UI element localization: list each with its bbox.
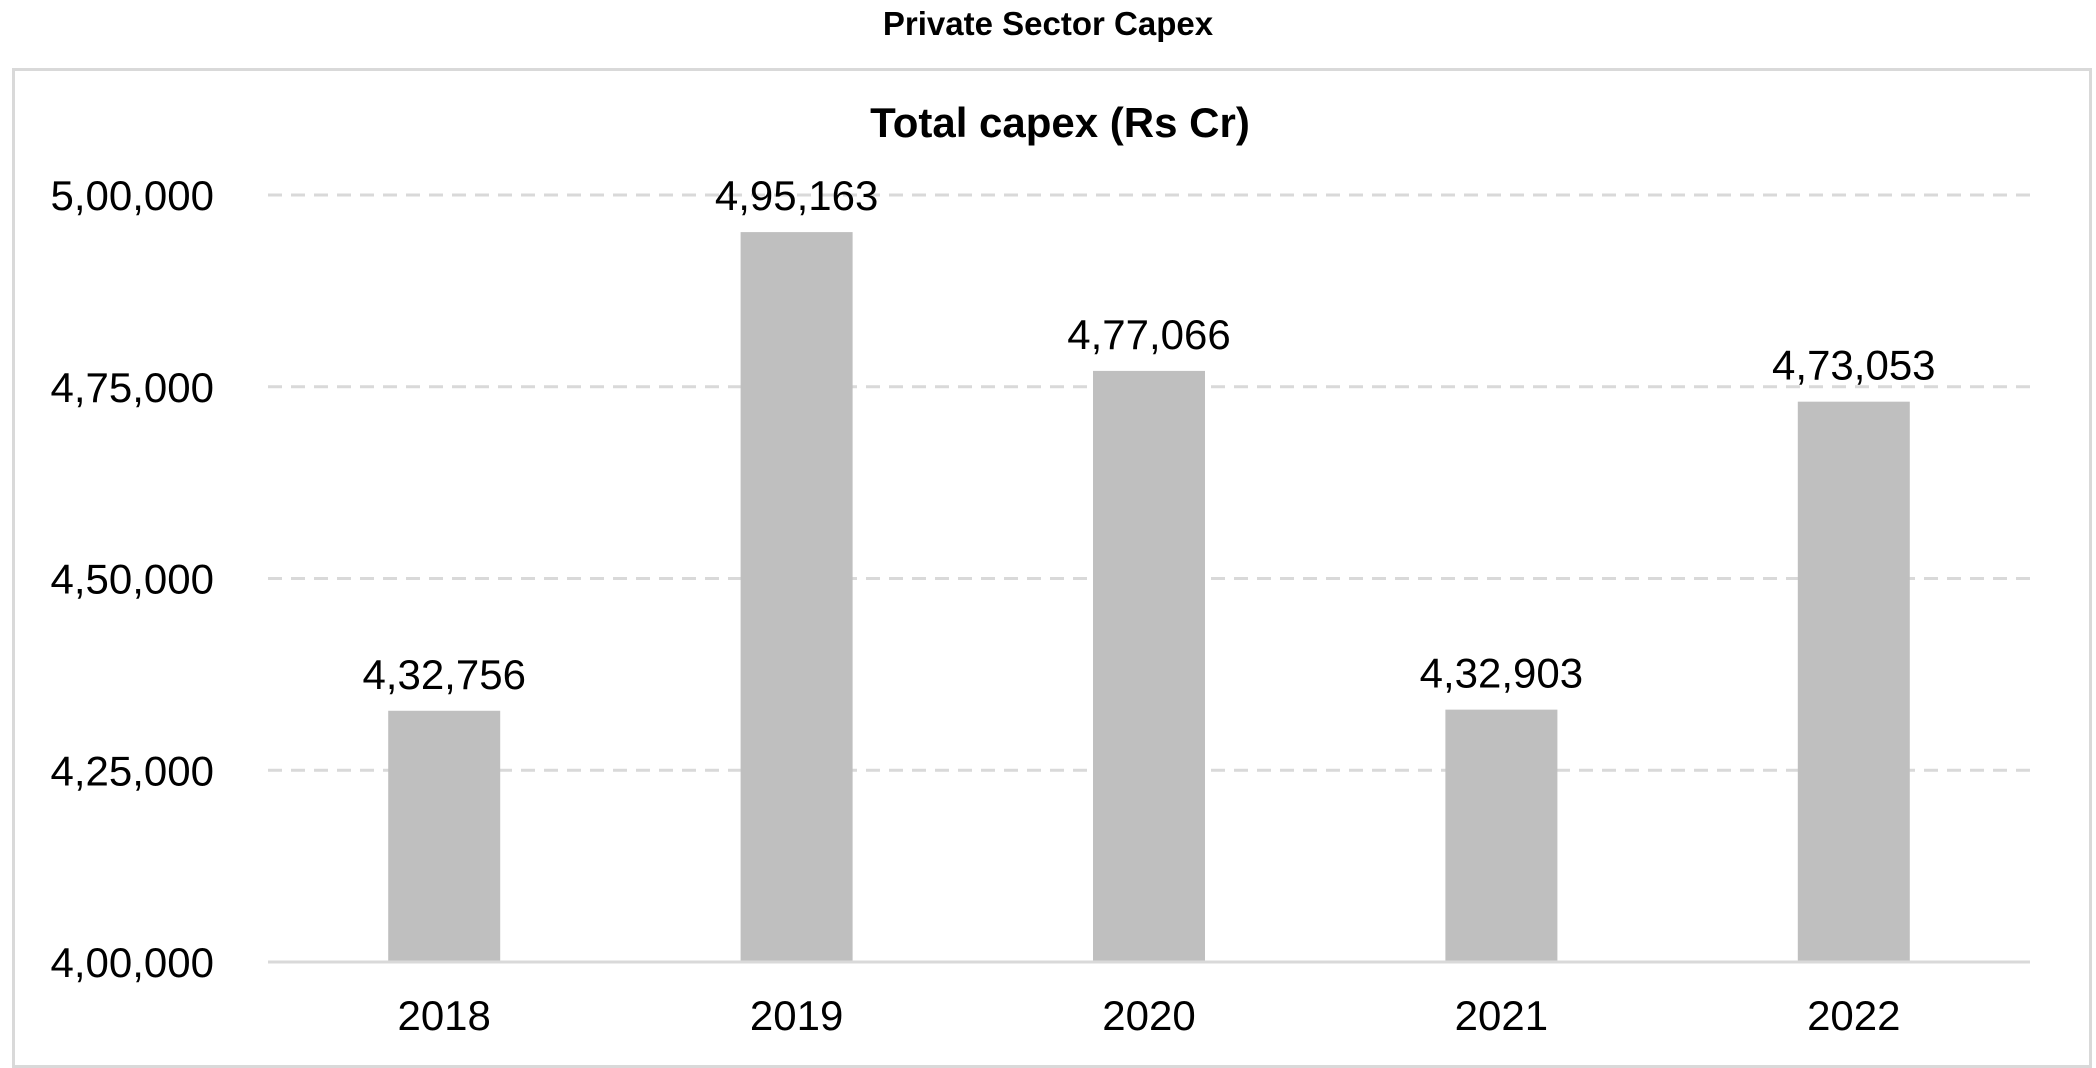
y-tick-label: 4,00,000 xyxy=(51,939,215,986)
data-label: 4,73,053 xyxy=(1772,342,1936,389)
data-label: 4,32,903 xyxy=(1420,650,1584,697)
y-tick-label: 4,50,000 xyxy=(51,556,215,603)
bar-2022 xyxy=(1797,401,1910,963)
page-title: Private Sector Capex xyxy=(882,5,1214,42)
y-tick-label: 5,00,000 xyxy=(51,172,215,219)
y-tick-label: 4,25,000 xyxy=(51,747,215,794)
x-tick-label: 2021 xyxy=(1455,992,1548,1039)
chart-frame xyxy=(12,68,2092,1068)
bar-2019 xyxy=(740,232,853,962)
bar-2021 xyxy=(1445,709,1558,962)
bar-2020 xyxy=(1093,370,1205,962)
data-label: 4,77,066 xyxy=(1067,311,1231,358)
y-tick-label: 4,75,000 xyxy=(51,364,215,411)
y-axis: 4,00,000 4,25,000 4,50,000 4,75,000 5,00,000 xyxy=(51,172,215,986)
bar-2018 xyxy=(388,710,501,962)
bars xyxy=(388,232,1910,963)
x-axis: 2018 2019 2020 2021 2022 xyxy=(268,960,2030,1039)
x-tick-label: 2022 xyxy=(1807,992,1900,1039)
chart-title: Total capex (Rs Cr) xyxy=(870,99,1250,146)
data-labels: 4,32,756 4,95,163 4,77,066 4,32,903 4,73,053 xyxy=(362,172,1935,698)
x-tick-label: 2018 xyxy=(397,992,490,1039)
data-label: 4,32,756 xyxy=(362,651,526,698)
data-label: 4,95,163 xyxy=(715,172,879,219)
x-tick-label: 2019 xyxy=(750,992,843,1039)
x-tick-label: 2020 xyxy=(1102,992,1195,1039)
